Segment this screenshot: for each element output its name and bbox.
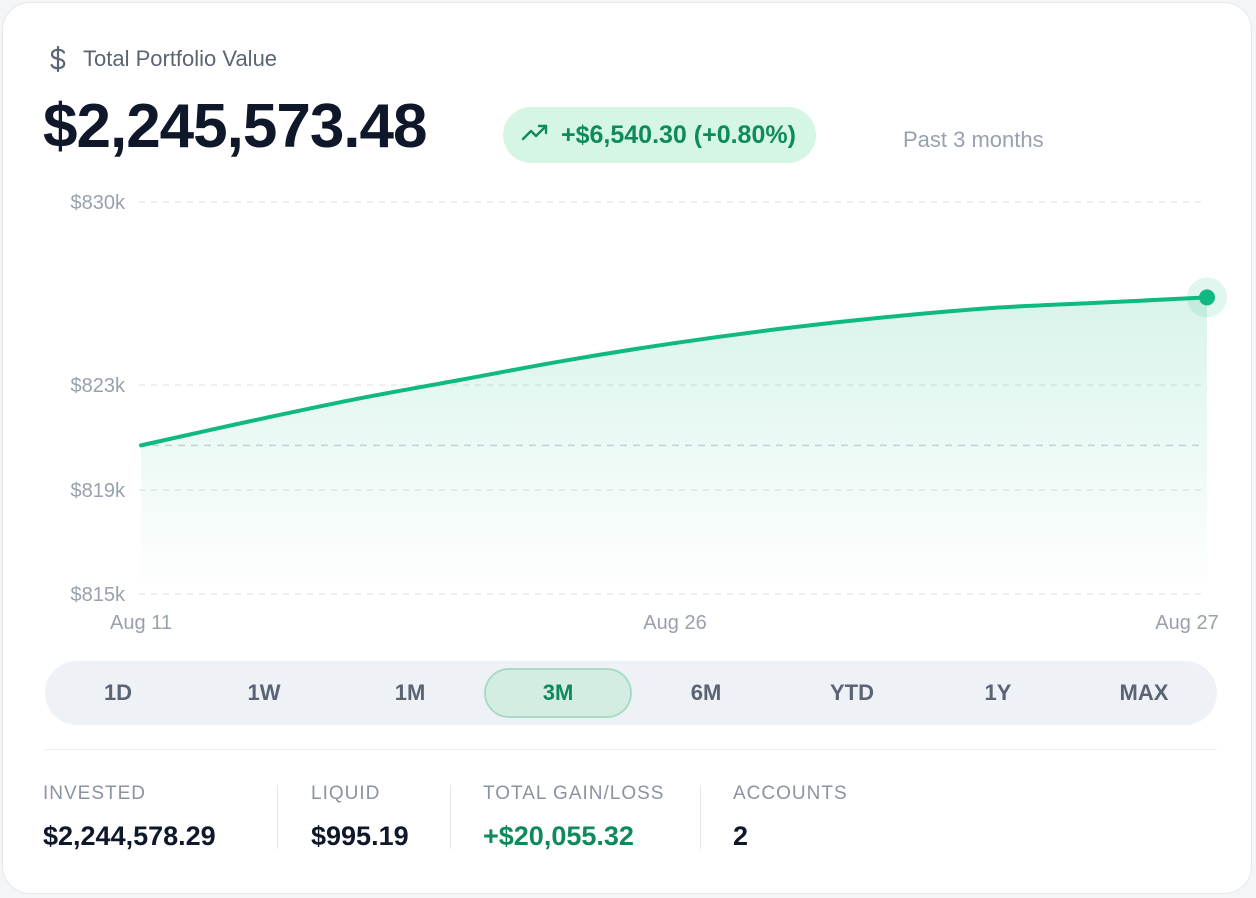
divider bbox=[45, 749, 1217, 750]
trending-up-icon bbox=[521, 121, 549, 150]
stat-invested-label: INVESTED bbox=[43, 783, 147, 804]
change-value: +$6,540.30 (+0.80%) bbox=[561, 120, 796, 149]
x-tick-label: Aug 27 bbox=[1155, 612, 1218, 634]
period-label: Past 3 months bbox=[903, 127, 1044, 152]
y-tick-label: $823k bbox=[71, 375, 126, 397]
range-button-1d[interactable]: 1D bbox=[103, 680, 133, 705]
stat-invested: INVESTED $2,244,578.29 bbox=[43, 783, 216, 852]
stat-separator bbox=[277, 785, 278, 849]
y-tick-label: $830k bbox=[71, 192, 126, 214]
series-line bbox=[139, 295, 1209, 448]
header-label-text: Total Portfolio Value bbox=[83, 46, 278, 71]
stat-gain-value: +$20,055.32 bbox=[483, 821, 634, 851]
stat-accounts-label: ACCOUNTS bbox=[733, 783, 848, 804]
range-button-max[interactable]: MAX bbox=[1119, 680, 1169, 705]
stat-liquid-value: $995.19 bbox=[311, 821, 409, 851]
portfolio-chart[interactable]: $830k $823k $819k $815k Aug 11 Aug 26 Aug 27 bbox=[3, 3, 1253, 653]
stat-gain: TOTAL GAIN/LOSS +$20,055.32 bbox=[483, 783, 664, 852]
stat-separator bbox=[450, 785, 451, 849]
stat-invested-value: $2,244,578.29 bbox=[43, 821, 216, 851]
portfolio-value: $2,245,573.48 bbox=[43, 92, 427, 161]
range-button-1w[interactable]: 1W bbox=[247, 680, 281, 705]
range-button-ytd[interactable]: YTD bbox=[830, 680, 874, 705]
stat-accounts-value: 2 bbox=[733, 821, 749, 851]
change-badge: +$6,540.30 (+0.80%) bbox=[503, 107, 816, 163]
stat-liquid-label: LIQUID bbox=[311, 783, 381, 804]
stat-separator bbox=[700, 785, 701, 849]
range-selector: 1D 1W 1M 3M 6M YTD 1Y MAX bbox=[45, 661, 1217, 725]
portfolio-header: Total Portfolio Value bbox=[47, 45, 277, 73]
x-tick-label: Aug 11 bbox=[110, 612, 172, 634]
range-button-3m[interactable]: 3M bbox=[484, 668, 632, 718]
range-button-1y[interactable]: 1Y bbox=[984, 680, 1012, 705]
stat-accounts: ACCOUNTS 2 bbox=[733, 783, 848, 852]
range-button-1m[interactable]: 1M bbox=[394, 680, 426, 705]
x-tick-label: Aug 26 bbox=[643, 612, 706, 634]
endpoint-marker[interactable] bbox=[1199, 289, 1215, 306]
dollar-icon bbox=[47, 45, 69, 73]
stat-liquid: LIQUID $995.19 bbox=[311, 783, 409, 852]
y-tick-label: $815k bbox=[71, 584, 126, 606]
stat-gain-label: TOTAL GAIN/LOSS bbox=[483, 783, 665, 804]
range-button-6m[interactable]: 6M bbox=[690, 680, 722, 705]
series-area bbox=[141, 297, 1207, 594]
y-tick-label: $819k bbox=[71, 480, 126, 502]
